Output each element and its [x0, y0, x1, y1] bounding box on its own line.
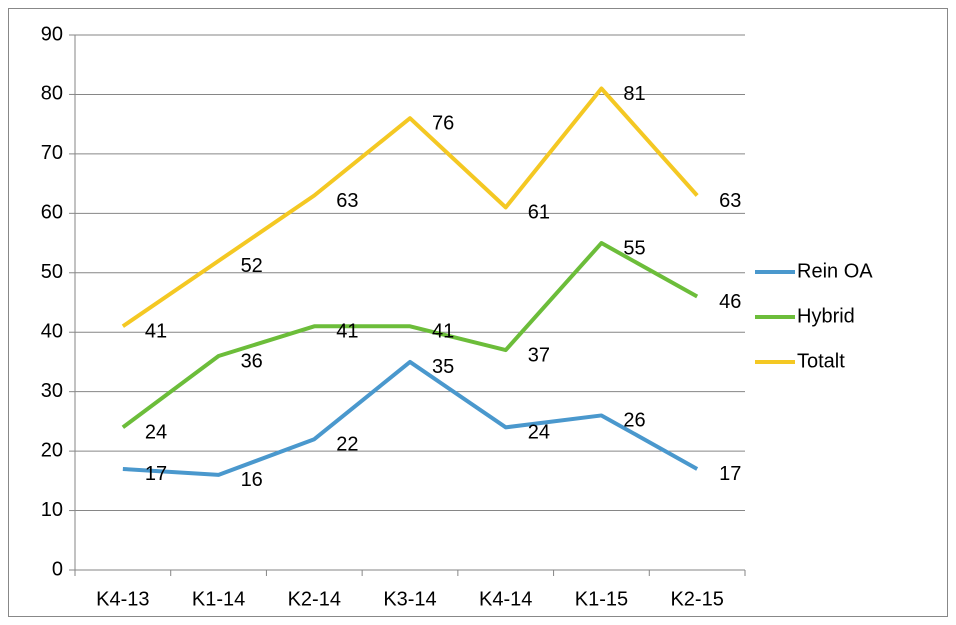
data-label: 52 — [241, 255, 263, 277]
data-label: 81 — [623, 83, 645, 105]
data-label: 63 — [719, 190, 741, 212]
x-tick-label: K2-15 — [670, 588, 723, 610]
data-label: 17 — [719, 463, 741, 485]
y-tick-label: 10 — [41, 499, 63, 521]
data-label: 24 — [528, 422, 550, 444]
data-label: 24 — [145, 422, 167, 444]
y-tick-label: 20 — [41, 439, 63, 461]
y-tick-label: 80 — [41, 83, 63, 105]
x-tick-label: K4-13 — [96, 588, 149, 610]
y-tick-label: 90 — [41, 23, 63, 45]
data-label: 63 — [336, 190, 358, 212]
chart-border — [8, 8, 948, 617]
data-label: 61 — [528, 202, 550, 224]
series-line — [122, 359, 699, 477]
legend-label: Hybrid — [797, 305, 855, 327]
data-label: 36 — [241, 350, 263, 372]
data-label: 55 — [623, 237, 645, 259]
x-tick-label: K1-15 — [575, 588, 628, 610]
legend-label: Totalt — [797, 350, 845, 372]
y-tick-label: 50 — [41, 261, 63, 283]
data-label: 16 — [241, 469, 263, 491]
data-label: 41 — [432, 321, 454, 343]
y-tick-label: 30 — [41, 380, 63, 402]
data-label: 35 — [432, 356, 454, 378]
data-label: 37 — [528, 344, 550, 366]
data-label: 17 — [145, 463, 167, 485]
y-tick-label: 40 — [41, 321, 63, 343]
legend-label: Rein OA — [797, 260, 873, 282]
data-label: 41 — [336, 321, 358, 343]
data-label: 41 — [145, 321, 167, 343]
y-tick-label: 60 — [41, 202, 63, 224]
series-line — [121, 86, 699, 328]
series-line — [121, 241, 699, 429]
y-tick-label: 0 — [52, 558, 63, 580]
x-tick-label: K1-14 — [192, 588, 245, 610]
data-label: 26 — [623, 410, 645, 432]
x-tick-label: K2-14 — [288, 588, 341, 610]
data-label: 76 — [432, 113, 454, 135]
x-tick-label: K4-14 — [479, 588, 532, 610]
data-label: 46 — [719, 291, 741, 313]
x-tick-label: K3-14 — [383, 588, 436, 610]
y-tick-label: 70 — [41, 142, 63, 164]
data-label: 22 — [336, 434, 358, 456]
